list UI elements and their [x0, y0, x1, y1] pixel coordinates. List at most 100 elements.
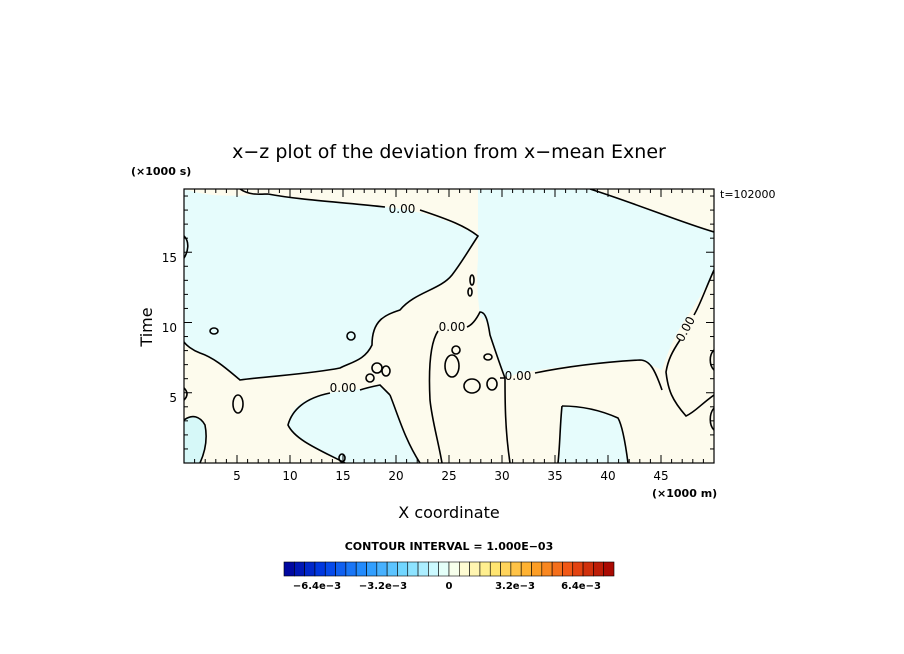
contour-interval-label: CONTOUR INTERVAL = 1.000E−03: [345, 540, 554, 553]
colorbar-bin: [562, 561, 574, 577]
x-tick-label: 40: [600, 469, 615, 483]
colorbar-tick-labels: −6.4e−3 −3.2e−3 0 3.2e−3 6.4e−3: [293, 581, 601, 592]
colorbar-bin: [345, 561, 357, 577]
contour-line-6: [428, 330, 443, 463]
contour-island-3: [209, 327, 219, 335]
contour-island-13: [365, 373, 375, 383]
contour-island-4: [444, 354, 460, 378]
colorbar-bin: [335, 561, 347, 577]
contour-island-7: [463, 378, 481, 394]
axis-ticks: [184, 189, 714, 463]
contour-island-5: [451, 345, 461, 355]
colorbar-bin: [593, 561, 604, 577]
y-unit-label: (×1000 s): [131, 165, 191, 178]
contour-island-6: [483, 353, 493, 361]
colorbar-bin: [541, 561, 553, 577]
colorbar-bin: [582, 561, 594, 577]
colorbar-bin: [448, 561, 460, 577]
colorbar-bin: [397, 561, 409, 577]
colorbar-tick-label: 3.2e−3: [495, 581, 535, 592]
colorbar-bin: [366, 561, 378, 577]
colorbar-tick-label: 6.4e−3: [561, 581, 601, 592]
positive-region-right: [505, 360, 714, 463]
colorbar-bin: [304, 561, 316, 577]
x-tick-label: 15: [335, 469, 350, 483]
colorbar-bin: [283, 561, 295, 577]
contour-line-5: [466, 311, 511, 463]
contour-line-1: [184, 189, 480, 381]
contour-line-11: [184, 235, 189, 259]
contour-label: 0.00: [439, 320, 466, 334]
contour-island-14: [338, 453, 346, 463]
colorbar-bin: [386, 561, 398, 577]
colorbar-bin: [520, 561, 532, 577]
contour-label: 0.00: [389, 202, 416, 216]
colorbar-bin: [355, 561, 367, 577]
colorbar-bin: [376, 561, 388, 577]
colorbar-bin: [324, 561, 336, 577]
colorbar-bin: [603, 561, 615, 577]
contour-island-8: [486, 377, 498, 391]
colorbar-bin: [551, 561, 563, 577]
contour-island-9: [469, 274, 475, 286]
contour-line-3: [665, 269, 714, 417]
contour-island-12: [381, 365, 391, 377]
x-tick-label: 30: [494, 469, 509, 483]
contour-label: 0.00: [505, 369, 532, 383]
y-tick-label: 10: [162, 321, 177, 335]
negative-region-top: [477, 189, 714, 378]
x-unit-label: (×1000 m): [652, 487, 717, 500]
colorbar-bin: [459, 561, 470, 577]
negative-pocket-right: [562, 406, 628, 463]
contour-line-10: [557, 405, 563, 463]
contour-line-12: [184, 387, 188, 401]
colorbar-bin: [531, 561, 543, 577]
positive-island-center: [429, 315, 510, 463]
y-tick-labels: 5 10 15: [162, 251, 177, 405]
negative-pocket-left: [184, 416, 207, 463]
chart-title: x−z plot of the deviation from x−mean Ex…: [232, 141, 666, 163]
colorbar-bin: [500, 561, 512, 577]
colorbar-bin: [407, 561, 419, 577]
colorbar-bin: [469, 561, 481, 577]
contour-line-14: [709, 407, 714, 431]
contour-line-15: [184, 415, 207, 463]
x-tick-labels: 5 10 15 20 25 30 35 40 45: [233, 469, 668, 483]
contour-line-9: [561, 405, 629, 463]
colorbar-bin: [294, 561, 305, 577]
contour-island-1: [232, 394, 244, 414]
x-tick-label: 35: [547, 469, 562, 483]
colorbar-tick-label: −6.4e−3: [293, 581, 341, 592]
colorbar-bin: [417, 561, 429, 577]
x-tick-label: 10: [282, 469, 297, 483]
contour-line-7: [287, 384, 391, 463]
time-stamp: t=102000: [720, 188, 776, 201]
colorbar-tick-label: 0: [446, 581, 453, 592]
colorbar-bin: [510, 561, 522, 577]
x-tick-label: 45: [653, 469, 668, 483]
x-tick-label: 5: [233, 469, 241, 483]
x-tick-label: 25: [441, 469, 456, 483]
contour-island-2: [346, 331, 356, 341]
x-tick-label: 20: [388, 469, 403, 483]
colorbar-bin: [479, 561, 491, 577]
colorbar-bin: [438, 561, 450, 577]
plot-area: 0.00 0.00 0.00 0.00 0.00: [183, 188, 715, 464]
y-tick-label: 15: [162, 251, 177, 265]
colorbar-bin: [489, 561, 501, 577]
colorbar-bin: [314, 561, 326, 577]
x-axis-title: X coordinate: [398, 503, 499, 522]
contour-line-13: [709, 349, 714, 371]
y-axis-title: Time: [137, 307, 156, 347]
colorbar-tick-label: −3.2e−3: [359, 581, 407, 592]
colorbar-bin: [428, 561, 439, 577]
y-tick-label: 5: [169, 391, 177, 405]
contour-island-10: [467, 287, 473, 297]
contour-line-8: [389, 394, 421, 463]
colorbar-bin: [572, 561, 584, 577]
contour-line-2: [589, 189, 714, 233]
colorbar: [283, 561, 615, 577]
contour-label: 0.00: [330, 381, 357, 395]
zero-contours: [184, 189, 714, 463]
